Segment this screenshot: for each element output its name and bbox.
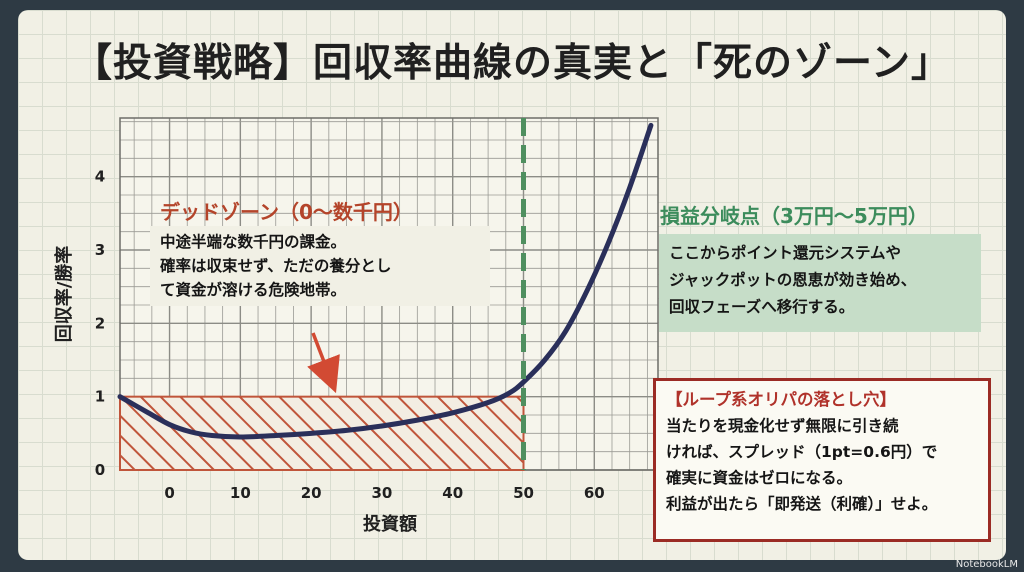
y-axis-label: 回収率/勝率 [53,246,75,343]
loop-warning-line: 当たりを現金化せず無限に引き続 [666,417,899,435]
y-tick-label: 0 [95,461,105,479]
breakeven-line-text: ジャックポットの恩恵が効き始め、 [669,271,917,289]
y-tick-label: 3 [95,241,105,259]
loop-warning-line: 確実に資金はゼロになる。 [666,469,853,487]
x-tick-label: 20 [301,484,322,502]
loop-warning-line: ければ、スプレッド（1pt=0.6円）で [666,443,938,461]
x-tick-label: 30 [371,484,392,502]
breakeven-line-text: 回収フェーズへ移行する。 [669,298,855,316]
breakeven-description: ここからポイント還元システムや ジャックポットの恩恵が効き始め、 回収フェーズへ… [659,234,981,332]
x-tick-label: 40 [442,484,463,502]
loop-warning-title: 【ループ系オリパの落とし穴】 [666,390,897,409]
x-axis-ticks: 0 10 20 30 40 50 60 [164,484,604,502]
x-tick-label: 50 [513,484,534,502]
loop-warning-line: 利益が出たら「即発送（利確）」せよ。 [666,495,938,513]
y-tick-label: 1 [95,388,105,406]
x-tick-label: 10 [230,484,251,502]
x-axis-label: 投資額 [363,513,417,535]
loop-warning-box: 【ループ系オリパの落とし穴】 当たりを現金化せず無限に引き続 ければ、スプレッド… [653,378,991,542]
breakeven-title: 損益分岐点（3万円〜5万円） [660,204,928,228]
x-tick-label: 0 [164,484,174,502]
y-tick-label: 4 [95,168,105,186]
breakeven-line-text: ここからポイント還元システムや [669,244,902,262]
x-tick-label: 60 [584,484,605,502]
notebooklm-badge: NotebookLM [955,559,1018,570]
dead-zone-description: 中途半端な数千円の課金。 確率は収束せず、ただの養分とし て資金が溶ける危険地帯… [150,226,490,306]
dead-zone-line: 確率は収束せず、ただの養分とし [160,257,392,275]
recovery-curve-line [117,122,654,440]
y-axis-ticks: 0 1 2 3 4 [95,168,105,479]
dead-zone-title: デッドゾーン（0〜数千円） [160,200,413,224]
dead-zone-line: て資金が溶ける危険地帯。 [160,281,347,299]
y-tick-label: 2 [95,314,105,332]
page-title: 【投資戦略】回収率曲線の真実と「死のゾーン」 [72,41,952,86]
dead-zone-arrow [307,332,340,394]
dead-zone-line: 中途半端な数千円の課金。 [160,233,347,251]
